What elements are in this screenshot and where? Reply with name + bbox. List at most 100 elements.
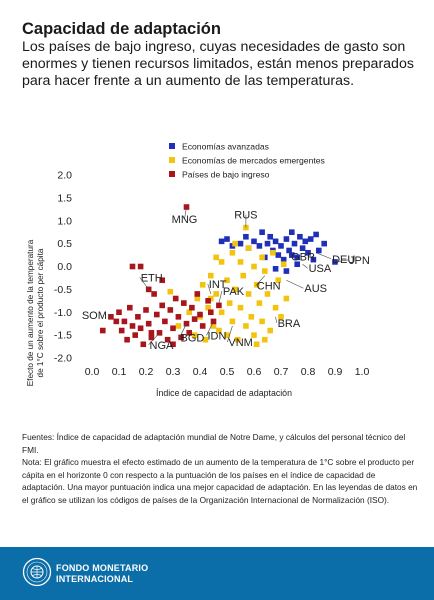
data-point-avanzada xyxy=(316,247,322,254)
data-point-emergente xyxy=(264,291,271,297)
data-point-bajo-ingreso xyxy=(121,318,128,325)
data-point-emergente xyxy=(232,240,238,247)
annotation-jpn: JPN xyxy=(349,255,370,267)
data-point-emergente xyxy=(253,341,260,348)
annotation-leader xyxy=(288,250,291,257)
data-point-bajo-ingreso xyxy=(178,334,184,341)
data-point-emergente xyxy=(218,309,225,316)
data-point-emergente xyxy=(191,332,198,338)
data-point-emergente xyxy=(262,336,268,343)
data-point-emergente xyxy=(208,272,214,279)
imf-seal-icon xyxy=(22,557,52,587)
imf-name-line1: FONDO MONETARIO xyxy=(56,563,149,573)
data-point-emergente xyxy=(218,259,225,265)
data-point-bajo-ingreso xyxy=(170,325,176,332)
data-point-avanzada xyxy=(259,229,265,235)
data-point-emergente xyxy=(262,268,268,274)
annotation-leader xyxy=(206,321,214,336)
data-point-bajo-ingreso xyxy=(127,304,133,311)
data-point-avanzada xyxy=(224,236,230,242)
annotation-leader xyxy=(148,332,160,346)
data-point-avanzada xyxy=(299,245,306,251)
x-tick-label: 1.0 xyxy=(355,366,370,378)
data-point-bajo-ingreso xyxy=(124,336,130,343)
data-point-emergente xyxy=(235,336,241,343)
annotation-mng: MNG xyxy=(172,214,198,226)
data-point-avanzada xyxy=(256,243,263,249)
data-point-emergente xyxy=(213,254,219,261)
data-point-bajo-ingreso xyxy=(175,314,182,320)
annotation-bgd: BGD xyxy=(181,333,205,345)
data-point-avanzada xyxy=(283,236,290,242)
annotation-leader xyxy=(179,323,187,338)
annotation-nga: NGA xyxy=(150,340,175,352)
annotation-leader xyxy=(227,325,233,343)
x-tick-label: 0.4 xyxy=(193,366,208,378)
data-point-emergente xyxy=(210,323,217,329)
data-point-avanzada xyxy=(305,249,311,256)
data-point-bajo-ingreso xyxy=(113,318,120,325)
data-point-bajo-ingreso xyxy=(191,316,198,322)
y-axis-title: Efecto de un aumento de la temperatura d… xyxy=(26,239,45,386)
imf-name-line2: INTERNACIONAL xyxy=(56,573,134,584)
annotation-usa: USA xyxy=(309,263,332,275)
x-tick-label: 0.3 xyxy=(166,366,181,378)
annotation-leader xyxy=(302,263,308,269)
data-point-avanzada xyxy=(286,247,292,254)
data-point-emergente xyxy=(213,291,219,297)
annotation-leader xyxy=(218,291,223,304)
data-point-bajo-ingreso xyxy=(181,300,187,306)
data-point-emergente xyxy=(205,304,211,311)
data-point-emergente xyxy=(226,300,233,306)
x-tick-label: 0.2 xyxy=(139,366,154,378)
data-point-avanzada xyxy=(243,233,249,240)
data-point-emergente xyxy=(259,318,265,325)
legend-label-emergentes: Economías de mercados emergentes xyxy=(182,156,325,166)
annotation-leader xyxy=(286,279,304,289)
data-point-avanzada xyxy=(251,238,257,245)
data-point-bajo-ingreso xyxy=(186,330,192,336)
data-point-emergente xyxy=(251,332,257,338)
data-point-bajo-ingreso xyxy=(197,311,203,318)
data-point-bajo-ingreso xyxy=(170,341,176,348)
data-point-avanzada xyxy=(283,268,290,274)
annotation-leader xyxy=(334,259,349,263)
data-point-bajo-ingreso xyxy=(137,263,144,270)
y-axis-title-line2: de 1°C sobre el producto per cápita xyxy=(36,248,45,377)
annotation-gbr: GBR xyxy=(291,251,315,263)
data-point-avanzada xyxy=(302,238,309,245)
data-point-emergente xyxy=(224,332,230,338)
annotation-aus: AUS xyxy=(304,283,327,295)
data-point-avanzada xyxy=(313,231,319,238)
legend: Economías avanzadas Economías de mercado… xyxy=(169,142,325,180)
data-point-avanzada xyxy=(307,236,314,242)
data-point-bajo-ingreso xyxy=(162,318,168,325)
annotation-leader xyxy=(184,206,187,220)
data-point-bajo-ingreso xyxy=(116,309,122,316)
data-point-bajo-ingreso xyxy=(140,341,147,348)
data-point-bajo-ingreso xyxy=(164,336,171,343)
data-point-emergente xyxy=(237,304,244,311)
annotation-int: INT xyxy=(209,279,227,291)
data-point-bajo-ingreso xyxy=(148,330,155,336)
data-point-bajo-ingreso xyxy=(159,277,165,284)
legend-swatch-bajo-ingreso xyxy=(169,171,175,177)
annotation-leader xyxy=(108,314,112,318)
legend-swatch-emergentes xyxy=(169,157,175,163)
data-point-bajo-ingreso xyxy=(183,204,190,210)
y-tick-label: -1.5 xyxy=(54,330,72,342)
data-point-avanzada xyxy=(310,256,317,263)
data-point-avanzada xyxy=(237,240,244,247)
data-point-bajo-ingreso xyxy=(167,307,174,313)
data-point-bajo-ingreso xyxy=(205,298,211,304)
annotation-leader xyxy=(315,252,332,260)
data-point-emergente xyxy=(245,245,252,251)
annotation-leader xyxy=(139,277,149,290)
y-tick-label: -0.5 xyxy=(54,284,72,296)
x-tick-label: 0.8 xyxy=(301,366,316,378)
y-tick-label: 1.5 xyxy=(57,192,72,204)
data-point-emergente xyxy=(167,288,174,295)
data-point-emergente xyxy=(175,323,182,329)
data-point-emergente xyxy=(270,249,276,256)
data-point-avanzada xyxy=(294,261,300,268)
